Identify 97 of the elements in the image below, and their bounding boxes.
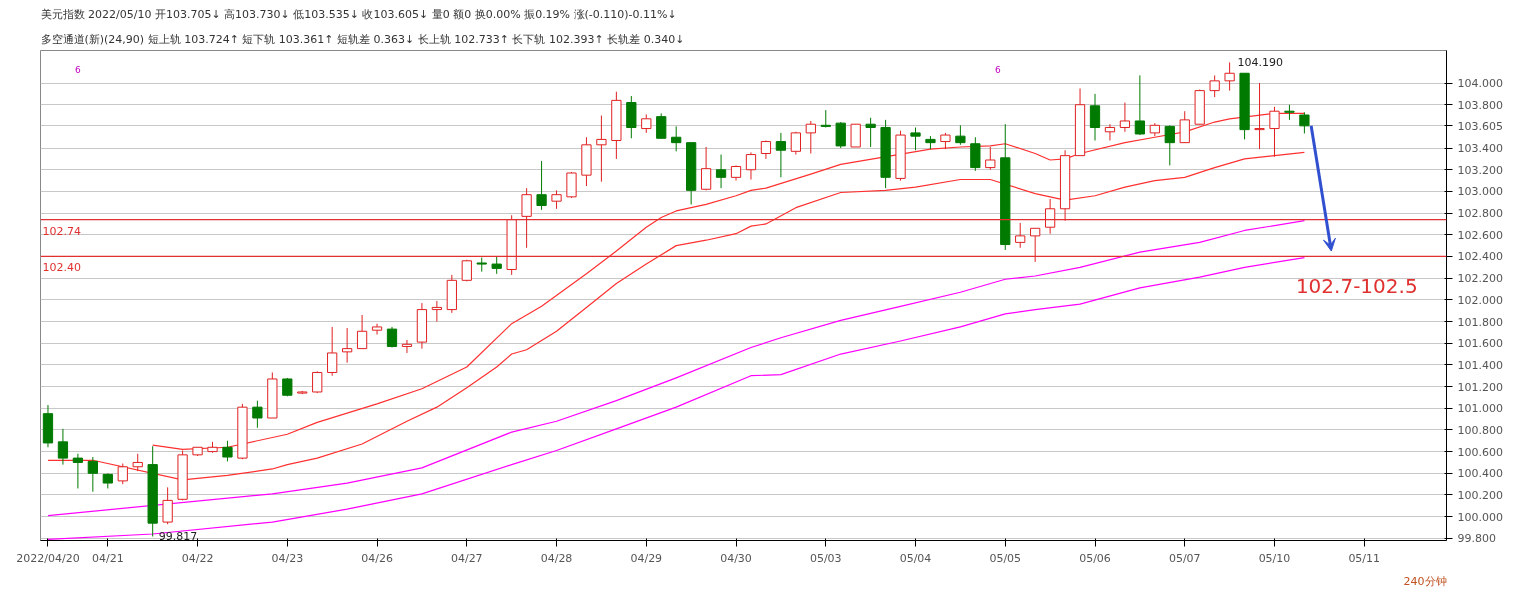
candlestick <box>431 300 443 323</box>
candlestick <box>700 146 712 191</box>
y-tick-label: 102.200 <box>1457 272 1503 286</box>
ref-line-label: 102.40 <box>42 261 81 275</box>
candlestick <box>252 400 263 429</box>
y-tick-label: 99.800 <box>1457 532 1496 546</box>
candlestick <box>551 189 562 210</box>
candlestick <box>401 339 413 354</box>
candlestick <box>1134 74 1146 136</box>
y-tick-label: 102.800 <box>1457 207 1503 221</box>
candlestick <box>970 136 981 172</box>
y-tick-label: 103.605 <box>1457 119 1503 133</box>
x-tick-label: 04/28 <box>540 551 573 565</box>
text: 美元指数 2022/05/10 开103.705↓ 高103.730↓ 低103.535↓ 收103.605↓ 量0 额0 换0.00% 振0.19% 涨(-0.110)-0.11%↓ <box>40 7 677 21</box>
candlestick <box>775 132 787 178</box>
x-tick-label: 04/21 <box>91 551 124 565</box>
candlestick <box>162 486 173 525</box>
x-tick-label: 04/22 <box>181 551 214 565</box>
candlestick <box>521 187 532 249</box>
x-tick-label: 04/27 <box>450 551 483 565</box>
candlestick <box>356 314 368 350</box>
x-tick-label: 04/23 <box>271 551 304 565</box>
x-tick-label: 05/06 <box>1079 551 1111 565</box>
candlestick <box>57 428 69 466</box>
candlestick <box>222 440 233 462</box>
y-tick-label: 101.800 <box>1457 315 1503 329</box>
x-tick-label: 05/05 <box>989 551 1022 565</box>
ref-line-label: 102.74 <box>42 224 81 238</box>
candlestick <box>865 117 876 148</box>
candlestick <box>327 326 338 377</box>
x-tick-label: 2022/04/20 <box>16 551 80 565</box>
text: 240分钟 <box>1403 574 1447 588</box>
y-tick-label: 100.800 <box>1457 423 1503 437</box>
candlestick <box>596 115 607 183</box>
candlestick <box>72 453 84 489</box>
annotation: 6 <box>75 64 82 75</box>
candlestick <box>641 113 652 134</box>
candlestick <box>1224 61 1235 92</box>
candlestick <box>371 323 383 336</box>
candlestick <box>87 456 98 493</box>
annotation: 6 <box>994 64 1001 75</box>
x-tick-label: 05/03 <box>809 551 842 565</box>
candlestick <box>1119 102 1131 133</box>
y-tick-label: 103.400 <box>1457 142 1503 156</box>
y-tick-label: 102.400 <box>1457 250 1503 264</box>
candlestick <box>1164 124 1175 166</box>
candlestick <box>1089 93 1101 141</box>
y-tick-label: 101.600 <box>1457 337 1503 351</box>
candlestick <box>955 124 966 146</box>
candlestick <box>1104 123 1116 141</box>
annotation: 102.7-102.5 <box>1295 274 1418 299</box>
x-tick-label: 05/07 <box>1168 551 1201 565</box>
candlestick <box>715 154 727 189</box>
candlestick <box>656 112 667 139</box>
candlestick <box>1254 82 1265 150</box>
y-tick-label: 103.800 <box>1457 98 1503 112</box>
annotation: 99.817 <box>158 530 198 544</box>
annotation: 104.190 <box>1237 56 1284 70</box>
candlestick <box>536 160 547 211</box>
candlestick <box>386 326 398 349</box>
y-tick-label: 100.000 <box>1457 510 1503 524</box>
x-tick-label: 05/04 <box>899 551 932 565</box>
y-tick-label: 103.200 <box>1457 163 1503 177</box>
candlestick <box>1015 222 1026 249</box>
candlestick <box>745 151 757 180</box>
x-tick-label: 05/10 <box>1258 551 1291 565</box>
candlestick <box>760 139 772 160</box>
candlestick <box>910 126 921 151</box>
candlestick <box>985 146 996 171</box>
candlestick <box>1299 111 1310 134</box>
candlestick <box>117 463 128 485</box>
y-tick-label: 100.400 <box>1457 467 1503 481</box>
y-tick-label: 103.000 <box>1457 185 1503 199</box>
text: 多空通道(新)(24,90) 短上轨 103.724↑ 短下轨 103.361↑ 短轨差 0.363↓ 长上轨 102.733↑ 长下轨 102.393↑ 长轨差 0.340↓ <box>40 32 685 46</box>
candlestick <box>1179 110 1190 144</box>
y-tick-label: 102.000 <box>1457 293 1503 307</box>
y-tick-label: 100.200 <box>1457 488 1503 502</box>
candlestick <box>1269 106 1280 158</box>
candlestick <box>850 123 861 148</box>
x-tick-label: 04/29 <box>630 551 663 565</box>
y-tick-label: 102.600 <box>1457 228 1503 242</box>
candlestick <box>1030 227 1041 263</box>
candlestick <box>1209 74 1220 98</box>
x-tick-label: 05/11 <box>1348 551 1381 565</box>
x-tick-label: 04/26 <box>361 551 393 565</box>
y-tick-label: 101.000 <box>1457 402 1503 416</box>
y-tick-label: 101.200 <box>1457 380 1503 394</box>
y-tick-label: 100.600 <box>1457 445 1503 459</box>
y-tick-label: 104.000 <box>1457 77 1503 91</box>
candlestick <box>1044 198 1056 235</box>
candlestick <box>341 327 353 364</box>
candlestick <box>671 125 682 152</box>
y-tick-label: 101.400 <box>1457 358 1503 372</box>
candlestick <box>805 120 816 154</box>
candlestick <box>566 171 577 199</box>
x-tick-label: 04/30 <box>720 551 752 565</box>
candlestick <box>835 121 846 149</box>
